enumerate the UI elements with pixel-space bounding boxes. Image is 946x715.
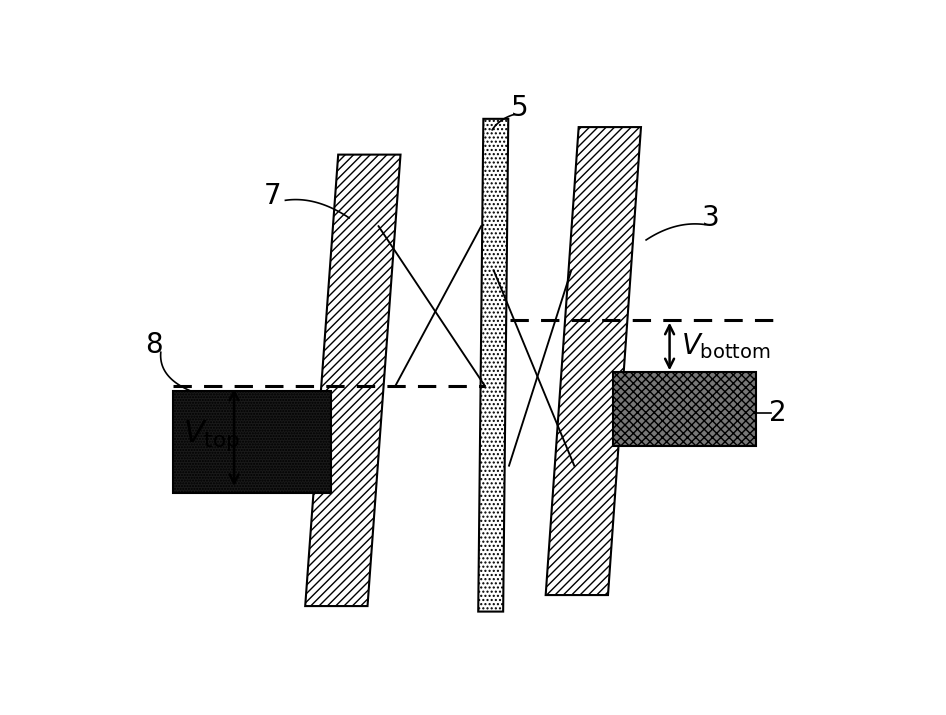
- Text: 3: 3: [702, 204, 720, 232]
- Polygon shape: [378, 226, 482, 320]
- Bar: [613, 372, 756, 446]
- Polygon shape: [509, 408, 574, 465]
- Text: 7: 7: [263, 182, 281, 210]
- Bar: [173, 391, 331, 493]
- Polygon shape: [494, 270, 571, 408]
- Polygon shape: [395, 320, 484, 386]
- Text: $V_{\mathrm{bottom}}$: $V_{\mathrm{bottom}}$: [681, 331, 771, 361]
- Polygon shape: [479, 119, 508, 611]
- Text: $V_{\mathrm{top}}$: $V_{\mathrm{top}}$: [183, 418, 239, 453]
- Text: 8: 8: [145, 330, 163, 358]
- Text: 5: 5: [511, 94, 529, 122]
- Text: 2: 2: [769, 400, 787, 428]
- Polygon shape: [546, 127, 641, 595]
- Polygon shape: [306, 154, 400, 606]
